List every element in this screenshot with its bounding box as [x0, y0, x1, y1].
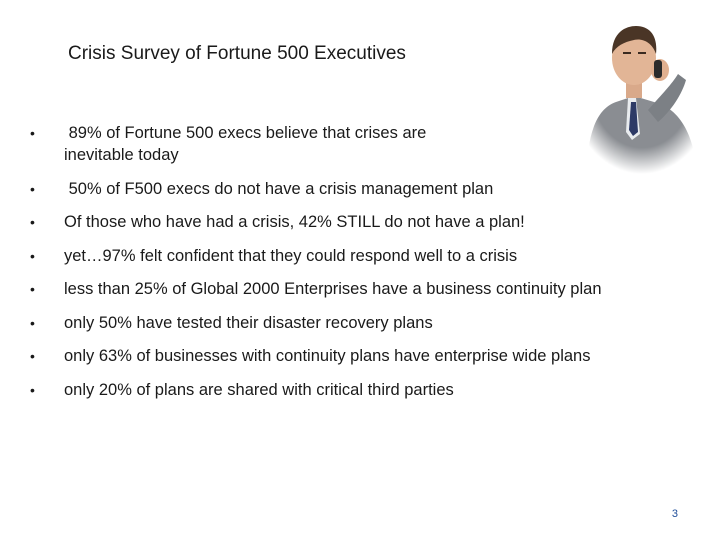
- bullet-text: only 50% have tested their disaster reco…: [64, 313, 433, 332]
- bullet-list: • 89% of Fortune 500 execs believe that …: [30, 122, 670, 412]
- bullet-text: 50% of F500 execs do not have a crisis m…: [64, 179, 494, 198]
- bullet-text: 89% of Fortune 500 execs believe that cr…: [64, 124, 431, 164]
- list-item: • only 50% have tested their disaster re…: [30, 312, 670, 334]
- list-item: • only 20% of plans are shared with crit…: [30, 379, 670, 401]
- bullet-dot: •: [30, 125, 35, 141]
- list-item: • only 63% of businesses with continuity…: [30, 345, 670, 367]
- bullet-text: less than 25% of Global 2000 Enterprises…: [64, 280, 602, 298]
- bullet-text: only 63% of businesses with continuity p…: [64, 347, 591, 365]
- bullet-dot: •: [30, 281, 35, 297]
- businessman-on-phone-photo: [576, 14, 708, 174]
- slide-title: Crisis Survey of Fortune 500 Executives: [68, 43, 406, 64]
- list-item: • yet…97% felt confident that they could…: [30, 245, 670, 267]
- page-number: 3: [671, 508, 678, 520]
- list-item: • 89% of Fortune 500 execs believe that …: [30, 122, 670, 166]
- bullet-text: yet…97% felt confident that they could r…: [64, 246, 518, 265]
- bullet-dot: •: [30, 214, 35, 230]
- bullet-dot: •: [30, 381, 35, 398]
- list-item: • 50% of F500 execs do not have a crisis…: [30, 178, 670, 200]
- bullet-dot: •: [30, 180, 35, 197]
- list-item: • Of those who have had a crisis, 42% ST…: [30, 211, 670, 233]
- list-item: • less than 25% of Global 2000 Enterpris…: [30, 278, 670, 300]
- bullet-text: only 20% of plans are shared with critic…: [64, 380, 454, 399]
- bullet-text: Of those who have had a crisis, 42% STIL…: [64, 213, 525, 231]
- bullet-dot: •: [30, 348, 35, 364]
- bullet-dot: •: [30, 247, 35, 264]
- bullet-dot: •: [30, 314, 35, 331]
